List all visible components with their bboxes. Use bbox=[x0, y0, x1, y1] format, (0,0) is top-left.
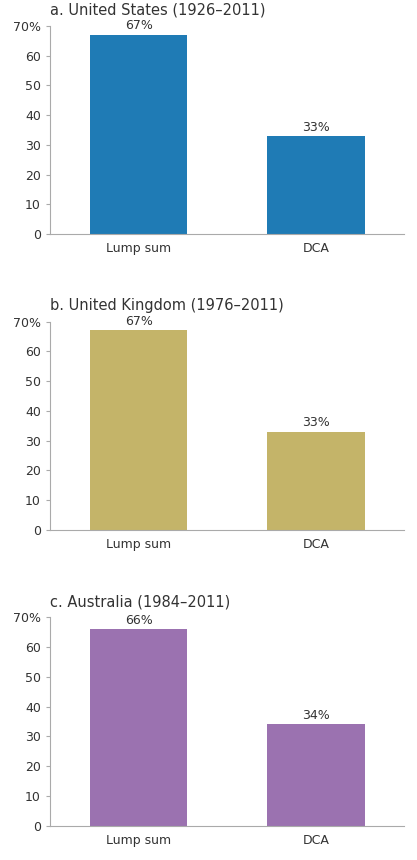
Text: 66%: 66% bbox=[125, 614, 153, 627]
Bar bbox=[90, 34, 187, 234]
Text: 33%: 33% bbox=[302, 120, 330, 133]
Text: 67%: 67% bbox=[125, 315, 153, 329]
Text: b. United Kingdom (1976–2011): b. United Kingdom (1976–2011) bbox=[50, 298, 284, 313]
Text: 34%: 34% bbox=[302, 709, 330, 722]
Text: c. Australia (1984–2011): c. Australia (1984–2011) bbox=[50, 594, 230, 609]
Bar bbox=[267, 136, 364, 234]
Text: a. United States (1926–2011): a. United States (1926–2011) bbox=[50, 3, 266, 18]
Bar bbox=[267, 432, 364, 530]
Bar bbox=[267, 724, 364, 826]
Text: 33%: 33% bbox=[302, 416, 330, 429]
Bar bbox=[90, 330, 187, 530]
Text: 67%: 67% bbox=[125, 19, 153, 33]
Bar bbox=[90, 630, 187, 826]
